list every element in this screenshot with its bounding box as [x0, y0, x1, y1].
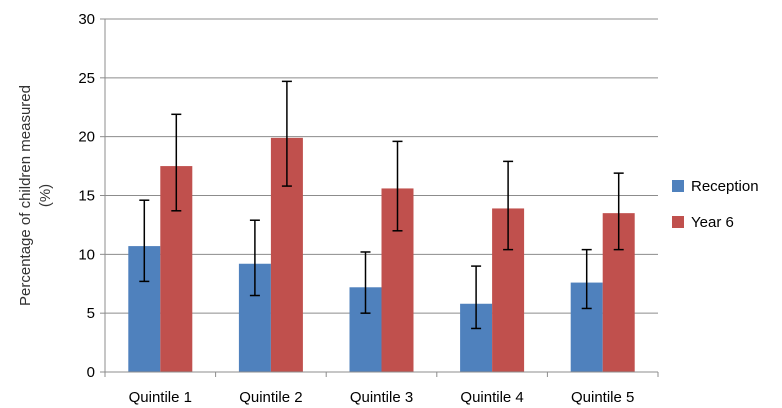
legend-swatch	[672, 180, 684, 192]
y-tick-label: 25	[78, 70, 95, 87]
legend-label: Year 6	[691, 214, 734, 231]
y-axis-title: Percentage of children measured (%)	[17, 85, 54, 306]
y-axis-title-line: Percentage of children measured	[17, 85, 34, 306]
legend-label: Reception	[691, 178, 759, 195]
legend: Reception Year 6	[672, 178, 759, 231]
y-tick-label: 5	[87, 305, 95, 322]
axes: 0 5 10 15 20 25 30 Quintile 1 Quintile 2 Quintile…	[78, 11, 659, 406]
y-tick-label: 0	[87, 364, 95, 381]
y-tick-label: 30	[78, 11, 95, 28]
y-tick-label: 10	[78, 246, 95, 263]
x-tick-label: Quintile 4	[460, 389, 523, 406]
x-tick-label: Quintile 3	[350, 389, 413, 406]
x-tick-label: Quintile 1	[129, 389, 192, 406]
y-tick-label: 20	[78, 129, 95, 146]
bars	[128, 137, 635, 372]
error-bars	[139, 80, 624, 330]
y-tick-label: 15	[78, 188, 95, 205]
legend-swatch	[672, 216, 684, 228]
x-tick-label: Quintile 5	[571, 389, 634, 406]
x-tick-label: Quintile 2	[239, 389, 302, 406]
y-axis-title-line: (%)	[37, 184, 54, 207]
